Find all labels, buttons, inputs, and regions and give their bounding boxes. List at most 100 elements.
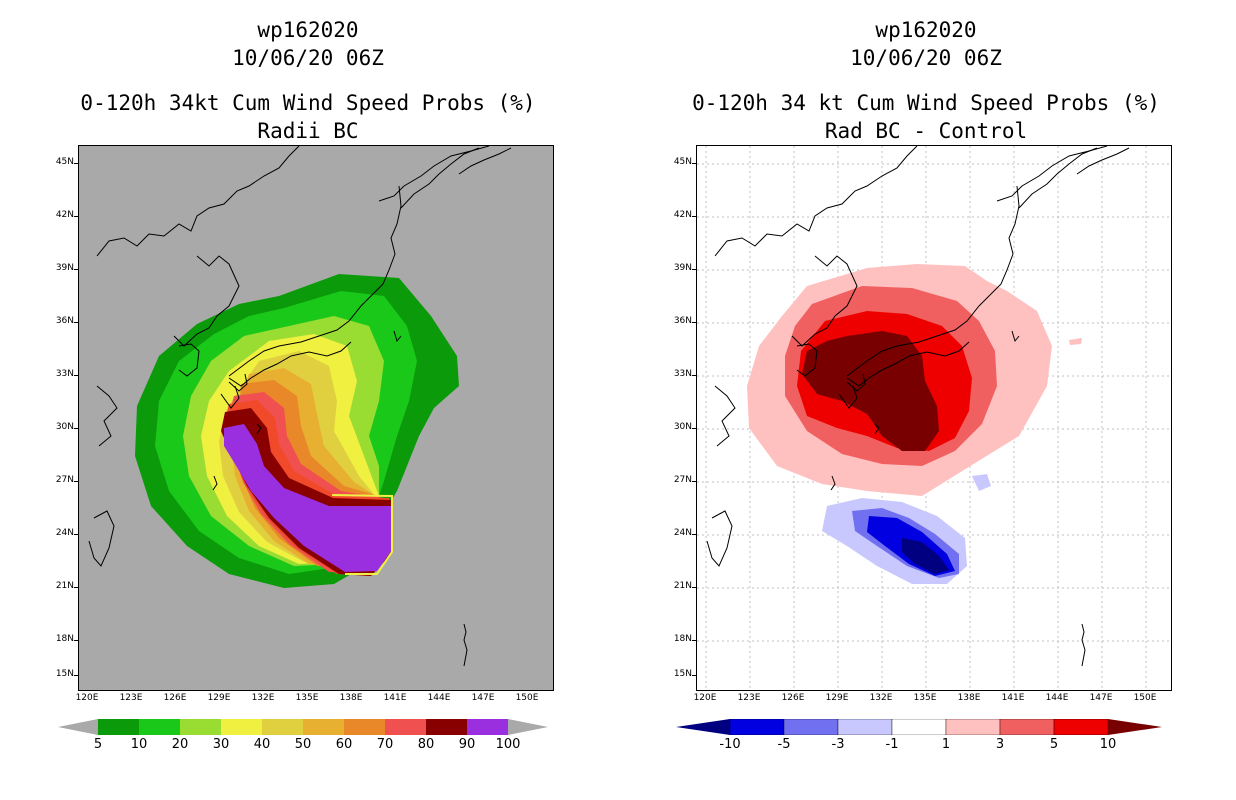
right-title: 0-120h 34 kt Cum Wind Speed Probs (%) xyxy=(692,91,1160,115)
left-colorbar-tick-label: 30 xyxy=(212,737,230,752)
colorbar-segment xyxy=(837,719,893,735)
right-colorbar-tick-label: 10 xyxy=(1099,737,1117,752)
diff-minus-10-region xyxy=(902,538,949,574)
right-lat-label: 18N xyxy=(673,634,692,644)
left-subtitle: Radii BC xyxy=(257,119,359,143)
right-lon-label: 129E xyxy=(825,693,849,703)
left-lon-label: 132E xyxy=(251,693,275,703)
right-lat-tick xyxy=(692,375,696,376)
gridlines xyxy=(697,146,1171,690)
left-colorbar-tick-label: 5 xyxy=(93,737,103,752)
right-lon-label: 150E xyxy=(1133,693,1157,703)
colorbar-segment xyxy=(98,719,139,735)
left-lat-tick xyxy=(74,428,78,429)
left-colorbar xyxy=(58,719,548,735)
left-lon-label: 135E xyxy=(295,693,319,703)
left-lat-label: 33N xyxy=(55,369,74,379)
right-lon-label: 135E xyxy=(913,693,937,703)
left-lon-label: 129E xyxy=(207,693,231,703)
right-lat-label: 45N xyxy=(673,157,692,167)
diff-plus-10-region xyxy=(802,331,939,451)
colorbar-segment xyxy=(729,719,785,735)
colorbar-segment xyxy=(139,719,180,735)
right-storm-id: wp162020 xyxy=(875,18,977,42)
right-lon-label: 138E xyxy=(957,693,981,703)
colorbar-segment xyxy=(467,719,508,735)
left-probability-map xyxy=(78,145,554,691)
left-lat-tick xyxy=(74,587,78,588)
left-lat-label: 39N xyxy=(55,263,74,273)
right-colorbar-tick-label: 1 xyxy=(941,737,951,752)
colorbar-segment xyxy=(426,719,467,735)
left-colorbar-tick-label: 20 xyxy=(171,737,189,752)
right-lon-label: 144E xyxy=(1045,693,1069,703)
left-title: 0-120h 34kt Cum Wind Speed Probs (%) xyxy=(80,91,536,115)
left-lon-label: 123E xyxy=(119,693,143,703)
right-lat-tick xyxy=(692,163,696,164)
right-lon-label: 147E xyxy=(1089,693,1113,703)
right-lon-label: 141E xyxy=(1001,693,1025,703)
left-lat-label: 24N xyxy=(55,528,74,538)
right-lat-label: 27N xyxy=(673,475,692,485)
right-lon-label: 126E xyxy=(781,693,805,703)
right-lat-tick xyxy=(692,269,696,270)
left-colorbar-tick-label: 50 xyxy=(294,737,312,752)
right-lon-label: 132E xyxy=(869,693,893,703)
right-colorbar-tick-label: -5 xyxy=(777,737,791,752)
left-lat-tick xyxy=(74,163,78,164)
left-lat-tick xyxy=(74,481,78,482)
left-datetime: 10/06/20 06Z xyxy=(232,46,384,70)
colorbar-left-arrow xyxy=(58,719,98,735)
colorbar-right-arrow xyxy=(1108,719,1162,735)
left-colorbar-tick-label: 80 xyxy=(417,737,435,752)
right-lon-label: 120E xyxy=(693,693,717,703)
colorbar-segment xyxy=(999,719,1055,735)
right-lat-label: 33N xyxy=(673,369,692,379)
left-lat-label: 18N xyxy=(55,634,74,644)
left-colorbar-tick-label: 40 xyxy=(253,737,271,752)
left-lon-label: 147E xyxy=(471,693,495,703)
right-lat-tick xyxy=(692,322,696,323)
right-lat-tick xyxy=(692,640,696,641)
left-lat-label: 36N xyxy=(55,316,74,326)
right-lat-label: 21N xyxy=(673,581,692,591)
left-colorbar-tick-label: 100 xyxy=(495,737,521,752)
right-map-svg xyxy=(697,146,1171,690)
colorbar-segment xyxy=(344,719,385,735)
colorbar-segment xyxy=(180,719,221,735)
right-lat-label: 24N xyxy=(673,528,692,538)
colorbar-segment xyxy=(945,719,1001,735)
colorbar-segment xyxy=(1053,719,1109,735)
right-lat-label: 42N xyxy=(673,210,692,220)
right-lat-tick xyxy=(692,587,696,588)
left-colorbar-tick-label: 70 xyxy=(376,737,394,752)
right-lat-label: 30N xyxy=(673,422,692,432)
colorbar-segment xyxy=(221,719,262,735)
right-lon-label: 123E xyxy=(737,693,761,703)
left-lat-label: 30N xyxy=(55,422,74,432)
left-lon-label: 150E xyxy=(515,693,539,703)
left-lat-label: 21N xyxy=(55,581,74,591)
prob-100-edge xyxy=(331,494,393,575)
colorbar-segment xyxy=(303,719,344,735)
coastlines xyxy=(88,146,512,667)
colorbar-segment xyxy=(385,719,426,735)
left-map-svg xyxy=(88,146,512,667)
left-lon-label: 120E xyxy=(75,693,99,703)
diff-small-blob-1 xyxy=(972,474,991,491)
right-lat-tick xyxy=(692,534,696,535)
left-lat-tick xyxy=(74,640,78,641)
right-colorbar-tick-label: -3 xyxy=(831,737,845,752)
left-lat-tick xyxy=(74,216,78,217)
left-colorbar-tick-label: 10 xyxy=(130,737,148,752)
right-lat-label: 36N xyxy=(673,316,692,326)
colorbar-segment xyxy=(262,719,303,735)
left-lon-label: 138E xyxy=(339,693,363,703)
left-lat-tick xyxy=(74,322,78,323)
right-difference-map xyxy=(696,145,1172,691)
left-lat-label: 27N xyxy=(55,475,74,485)
right-lat-label: 39N xyxy=(673,263,692,273)
right-colorbar-tick-label: 5 xyxy=(1049,737,1059,752)
colorbar-right-arrow xyxy=(508,719,548,735)
left-lat-label: 42N xyxy=(55,210,74,220)
